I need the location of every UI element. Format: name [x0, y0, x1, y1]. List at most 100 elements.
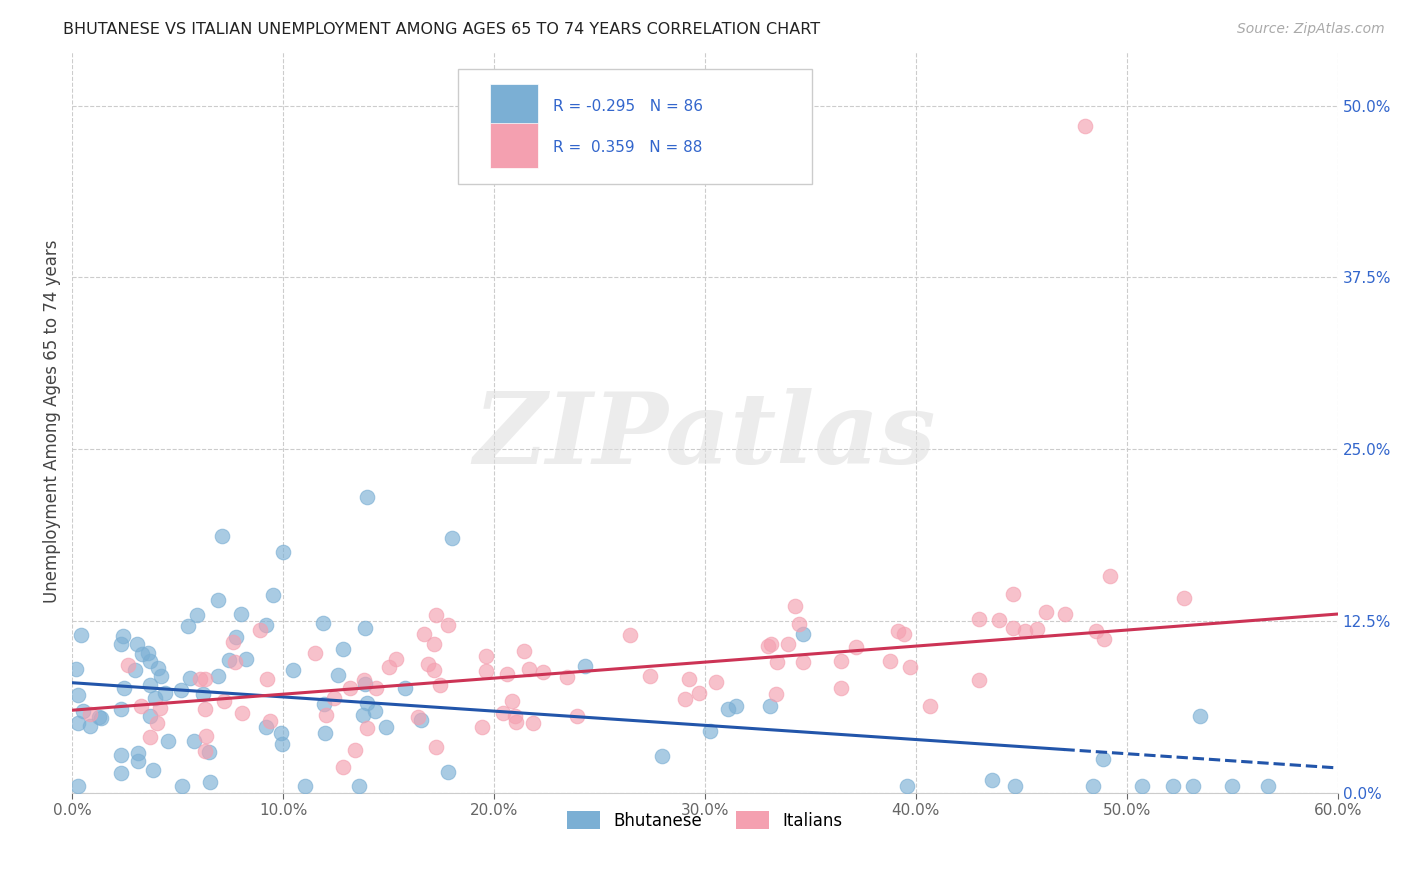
Point	[1004, 779, 1026, 793]
Point	[117, 657, 139, 672]
Point	[332, 642, 354, 657]
Point	[207, 668, 229, 682]
Point	[124, 663, 146, 677]
Point	[411, 714, 433, 728]
Point	[352, 708, 374, 723]
Point	[364, 681, 387, 695]
Point	[143, 690, 166, 705]
Point	[198, 775, 221, 789]
Point	[423, 664, 446, 678]
Point	[492, 706, 515, 720]
Point	[412, 627, 434, 641]
Point	[131, 698, 153, 713]
Point	[724, 698, 747, 713]
Point	[193, 702, 215, 716]
Bar	[489, 123, 538, 168]
Point	[557, 670, 579, 684]
Point	[79, 707, 101, 722]
Point	[845, 640, 868, 654]
Point	[149, 701, 172, 715]
Point	[271, 737, 294, 751]
Point	[356, 490, 378, 504]
Point	[231, 706, 253, 721]
Point	[385, 652, 408, 666]
Point	[211, 528, 233, 542]
Point	[638, 669, 661, 683]
Point	[1001, 587, 1024, 601]
Point	[229, 607, 252, 621]
Point	[176, 619, 198, 633]
Y-axis label: Unemployment Among Ages 65 to 74 years: Unemployment Among Ages 65 to 74 years	[44, 240, 60, 603]
Point	[496, 666, 519, 681]
Text: ZIPatlas: ZIPatlas	[474, 388, 936, 484]
Point	[72, 704, 94, 718]
Point	[112, 681, 135, 695]
Point	[886, 624, 908, 638]
Point	[1161, 779, 1184, 793]
Point	[224, 656, 246, 670]
Point	[619, 628, 641, 642]
Point	[756, 639, 779, 653]
Point	[110, 702, 132, 716]
Point	[574, 659, 596, 673]
Point	[207, 593, 229, 607]
Point	[125, 637, 148, 651]
Point	[110, 637, 132, 651]
Point	[567, 708, 589, 723]
Point	[139, 730, 162, 744]
Point	[1130, 779, 1153, 793]
Point	[194, 672, 217, 686]
Point	[783, 599, 806, 614]
Point	[766, 655, 789, 669]
Point	[981, 772, 1004, 787]
Point	[353, 677, 375, 691]
Point	[170, 779, 193, 793]
FancyBboxPatch shape	[458, 70, 813, 185]
Point	[354, 622, 377, 636]
Point	[131, 647, 153, 661]
Point	[1092, 752, 1115, 766]
Point	[136, 646, 159, 660]
Point	[127, 754, 149, 768]
Point	[967, 612, 990, 626]
Point	[699, 723, 721, 738]
Point	[513, 644, 536, 658]
Point	[425, 608, 447, 623]
Point	[326, 667, 349, 681]
Point	[830, 681, 852, 695]
Point	[717, 702, 740, 716]
Point	[440, 532, 463, 546]
Point	[156, 734, 179, 748]
Point	[423, 637, 446, 651]
Point	[221, 635, 243, 649]
Point	[988, 613, 1011, 627]
Point	[501, 694, 523, 708]
Point	[191, 688, 214, 702]
Point	[898, 659, 921, 673]
Point	[1220, 779, 1243, 793]
Point	[1081, 779, 1104, 793]
Text: Source: ZipAtlas.com: Source: ZipAtlas.com	[1237, 22, 1385, 37]
Point	[364, 704, 387, 718]
Point	[378, 659, 401, 673]
Point	[792, 627, 814, 641]
Point	[194, 744, 217, 758]
Point	[967, 673, 990, 687]
Point	[1098, 568, 1121, 582]
Point	[249, 624, 271, 638]
Point	[139, 654, 162, 668]
Point	[344, 743, 367, 757]
Point	[312, 615, 335, 630]
Point	[425, 739, 447, 754]
Point	[475, 648, 498, 663]
Point	[1173, 591, 1195, 605]
Point	[315, 707, 337, 722]
Point	[304, 646, 326, 660]
Point	[505, 714, 527, 729]
Point	[235, 652, 257, 666]
Point	[218, 653, 240, 667]
Point	[79, 719, 101, 733]
Point	[1002, 621, 1025, 635]
Point	[259, 714, 281, 728]
Point	[183, 734, 205, 748]
